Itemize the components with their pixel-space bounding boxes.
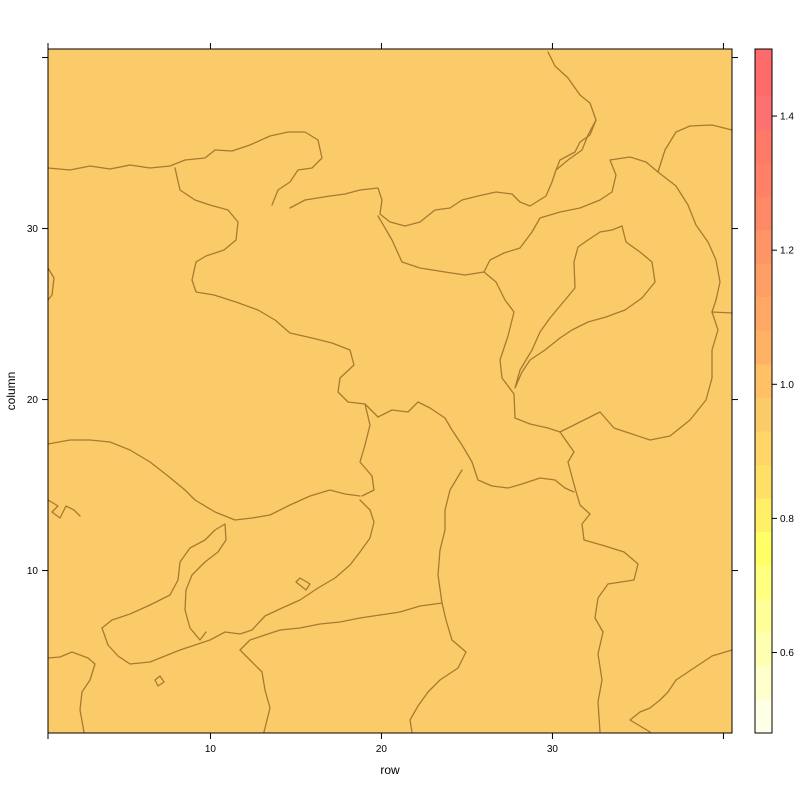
y-tick-label: 30: [27, 224, 39, 235]
color-key-bin: [755, 330, 772, 365]
y-tick-label: 10: [27, 566, 39, 577]
color-key-bin: [755, 598, 772, 633]
y-axis-title: column: [4, 372, 18, 411]
boundary-line: [47, 131, 323, 206]
boundary-line: [47, 267, 55, 301]
color-key-bin: [755, 129, 772, 164]
boundary-line: [359, 403, 375, 497]
color-key: 0.6 0.8 1.0 1.2 1.4: [754, 48, 794, 734]
boundary-line: [377, 401, 575, 493]
x-axis: 10 20 30: [47, 43, 724, 755]
color-key-bin: [755, 498, 772, 533]
color-key-bin: [755, 263, 772, 298]
color-key-tick-label: 1.2: [780, 246, 794, 257]
boundary-line: [514, 225, 656, 389]
panel-border: [47, 48, 733, 734]
boundary-line: [437, 469, 463, 604]
boundary-line: [47, 651, 96, 733]
color-key-bin: [755, 196, 772, 231]
boundary-line: [174, 167, 379, 418]
color-key-bin: [755, 297, 772, 331]
color-key-bin: [755, 699, 772, 734]
color-key-border: [754, 48, 773, 734]
color-key-tick-label: 1.0: [780, 380, 794, 391]
plot-panel: 10 20 30 10 20 30: [27, 43, 738, 755]
color-key-bin: [755, 565, 772, 600]
x-axis-title: row: [380, 763, 400, 777]
color-key-bin: [755, 163, 772, 197]
boundary-line: [559, 311, 719, 441]
boundary-line: [101, 523, 227, 641]
x-tick-label: 10: [205, 744, 217, 755]
boundary-line: [377, 156, 733, 314]
color-key-bin: [755, 665, 772, 700]
boundary-line: [483, 271, 639, 733]
color-key-bin: [755, 531, 772, 566]
boundary-line: [629, 649, 733, 733]
x-tick-label: 20: [376, 744, 388, 755]
boundary-line: [409, 602, 467, 733]
boundary-line: [289, 119, 597, 227]
color-key-bin: [755, 464, 772, 499]
boundary-line: [547, 51, 597, 171]
boundary-line: [239, 602, 443, 733]
heatmap-field: [48, 49, 732, 733]
boundary-line: [154, 675, 165, 687]
color-key-bin: [755, 364, 772, 399]
boundary-lines: [47, 51, 733, 733]
color-key-tick-label: 0.6: [780, 648, 794, 659]
color-key-bin: [755, 230, 772, 264]
boundary-line: [657, 124, 733, 173]
y-axis: 10 20 30: [27, 57, 738, 577]
x-tick-label: 30: [547, 744, 559, 755]
color-key-bin: [755, 95, 772, 130]
color-key-tick-label: 1.4: [780, 112, 794, 123]
boundary-line: [101, 499, 375, 665]
y-tick-label: 20: [27, 395, 39, 406]
boundary-line: [47, 499, 81, 519]
color-key-bin: [755, 632, 772, 667]
color-key-tick-label: 0.8: [780, 514, 794, 525]
boundary-line: [47, 439, 361, 521]
boundary-line: [295, 577, 311, 591]
color-key-bin: [755, 397, 772, 432]
color-key-bin: [755, 49, 772, 97]
color-key-bin: [755, 431, 772, 466]
